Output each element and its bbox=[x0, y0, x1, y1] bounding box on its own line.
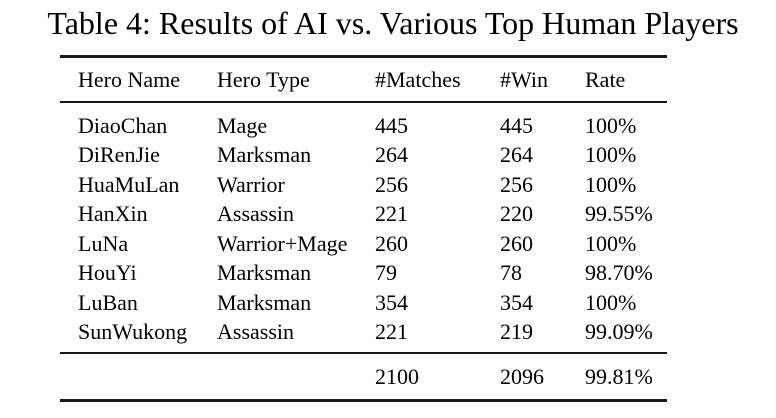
cell-rate: 98.70% bbox=[585, 260, 653, 286]
table-row: DiRenJie Marksman 264 264 100% bbox=[60, 141, 667, 171]
cell-hero-name: DiRenJie bbox=[78, 142, 160, 168]
cell-rate: 100% bbox=[585, 171, 637, 197]
table-header: Hero Name Hero Type #Matches #Win Rate bbox=[60, 56, 667, 103]
cell-hero-name: LuBan bbox=[78, 289, 138, 315]
column-header-rate: Rate bbox=[585, 56, 667, 103]
cell-win: 219 bbox=[500, 319, 533, 345]
cell-matches: 264 bbox=[375, 142, 408, 168]
cell-matches: 445 bbox=[375, 112, 408, 138]
cell-win: 256 bbox=[500, 171, 533, 197]
cell-hero-type: Warrior bbox=[217, 171, 285, 197]
cell-win: 445 bbox=[500, 112, 533, 138]
cell-win: 264 bbox=[500, 142, 533, 168]
table-body: DiaoChan Mage 445 445 100% DiRenJie Mark… bbox=[60, 102, 667, 353]
table-caption: Table 4: Results of AI vs. Various Top H… bbox=[47, 5, 739, 41]
table-row: LuNa Warrior+Mage 260 260 100% bbox=[60, 229, 667, 259]
cell-hero-name: DiaoChan bbox=[78, 112, 168, 138]
results-table: Hero Name Hero Type #Matches #Win Rate D… bbox=[60, 55, 667, 402]
table-footer: 2100 2096 99.81% bbox=[60, 352, 667, 402]
cell-hero-type: Warrior+Mage bbox=[217, 230, 348, 256]
cell-hero-type: Marksman bbox=[217, 260, 312, 286]
cell-hero-name: HuaMuLan bbox=[78, 171, 180, 197]
cell-hero-name: SunWukong bbox=[78, 319, 188, 345]
cell-hero-type: Assassin bbox=[217, 201, 295, 227]
cell-win: 354 bbox=[500, 289, 533, 315]
cell-total-matches: 2100 bbox=[375, 352, 500, 402]
cell-total-wins: 2096 bbox=[500, 352, 585, 402]
totals-row: 2100 2096 99.81% bbox=[60, 352, 667, 402]
cell-win: 260 bbox=[500, 230, 533, 256]
cell-win: 78 bbox=[500, 260, 522, 286]
cell-hero-name: HouYi bbox=[78, 260, 137, 286]
cell-rate: 100% bbox=[585, 289, 637, 315]
cell-matches: 79 bbox=[375, 260, 397, 286]
cell-matches: 256 bbox=[375, 171, 408, 197]
cell-rate: 100% bbox=[585, 142, 637, 168]
cell-rate: 100% bbox=[585, 230, 637, 256]
cell-hero-type: Marksman bbox=[217, 289, 312, 315]
cell-matches: 354 bbox=[375, 289, 408, 315]
cell-win: 220 bbox=[500, 201, 533, 227]
cell-hero-type: Assassin bbox=[217, 319, 295, 345]
table-row: HanXin Assassin 221 220 99.55% bbox=[60, 200, 667, 230]
table-row: DiaoChan Mage 445 445 100% bbox=[60, 102, 667, 141]
cell-hero-type: Marksman bbox=[217, 142, 312, 168]
column-header-matches: #Matches bbox=[375, 56, 500, 103]
cell-hero-type: Mage bbox=[217, 112, 268, 138]
column-header-win: #Win bbox=[500, 56, 585, 103]
header-row: Hero Name Hero Type #Matches #Win Rate bbox=[60, 56, 667, 103]
table-row: HouYi Marksman 79 78 98.70% bbox=[60, 259, 667, 289]
cell-hero-name: LuNa bbox=[78, 230, 129, 256]
column-header-hero-name: Hero Name bbox=[60, 56, 217, 103]
table-row: SunWukong Assassin 221 219 99.09% bbox=[60, 318, 667, 354]
cell-matches: 221 bbox=[375, 201, 408, 227]
cell-empty bbox=[60, 352, 217, 402]
cell-matches: 221 bbox=[375, 319, 408, 345]
cell-empty bbox=[217, 352, 375, 402]
table-row: LuBan Marksman 354 354 100% bbox=[60, 288, 667, 318]
cell-rate: 99.55% bbox=[585, 201, 653, 227]
table-row: HuaMuLan Warrior 256 256 100% bbox=[60, 170, 667, 200]
cell-matches: 260 bbox=[375, 230, 408, 256]
cell-rate: 100% bbox=[585, 112, 637, 138]
column-header-hero-type: Hero Type bbox=[217, 56, 375, 103]
results-table-container: Hero Name Hero Type #Matches #Win Rate D… bbox=[60, 55, 667, 402]
cell-rate: 99.09% bbox=[585, 319, 653, 345]
cell-total-rate: 99.81% bbox=[585, 352, 667, 402]
cell-hero-name: HanXin bbox=[78, 201, 148, 227]
